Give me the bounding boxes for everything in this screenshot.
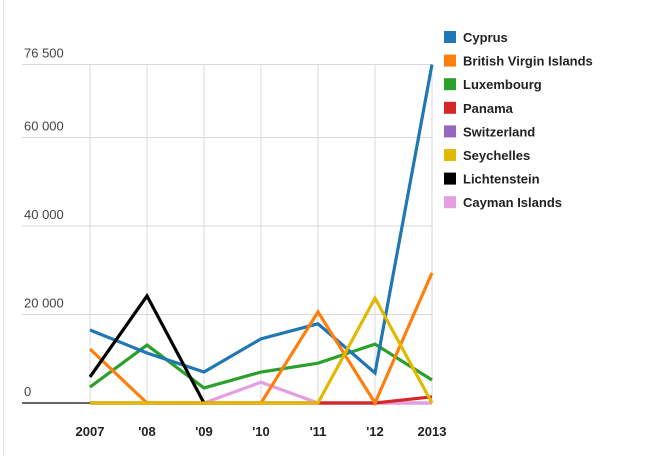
series-line-luxembourg [89,342,433,390]
chart-frame-border [3,0,4,456]
legend-swatch [444,78,456,91]
legend-label: Luxembourg [463,77,542,92]
legend-swatch [444,31,456,43]
legend-label: Cyprus [463,30,508,45]
x-tick-label: '08 [138,424,156,439]
y-tick-label: 0 [24,384,31,399]
legend-label: British Virgin Islands [463,54,593,69]
y-tick-label: 76 500 [24,46,64,61]
legend-swatch [444,149,456,161]
series-line-seychelles [90,294,434,405]
legend-swatch [444,196,456,209]
series-lines [88,64,434,407]
x-tick-label: 2007 [76,424,105,439]
legend-swatch [444,54,456,67]
x-tick-label: 2013 [418,424,447,439]
series-line-cyprus [89,64,434,376]
y-tick-label: 60 000 [24,119,64,134]
y-tick-label: 20 000 [24,296,64,311]
legend-label: Switzerland [463,124,535,139]
x-tick-label: '12 [366,424,384,439]
y-tick-label: 40 000 [24,207,64,222]
legend-label: Cayman Islands [463,195,562,210]
x-axis: 2007 '08 '09 '10 '11 '12 2013 [76,424,447,439]
x-tick-label: '09 [195,424,213,439]
legend-label: Lichtenstein [463,172,540,187]
x-tick-label: '10 [252,424,270,439]
legend: Cyprus British Virgin Islands Luxembourg Pa… [444,30,593,210]
legend-label: Seychelles [463,148,530,163]
legend-swatch [444,101,456,114]
legend-swatch [444,172,456,185]
grid [22,64,433,404]
x-tick-label: '11 [310,424,327,439]
series-line-lichtenstein [88,292,206,404]
y-axis: 0 20 000 40 000 60 000 76 500 [24,46,64,400]
legend-label: Panama [463,101,514,116]
legend-swatch [444,125,456,138]
